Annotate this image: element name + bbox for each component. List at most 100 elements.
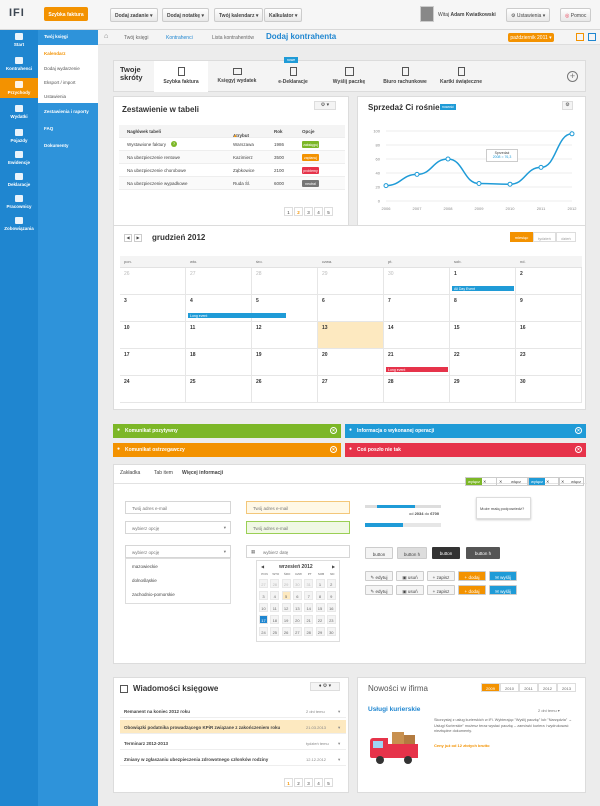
page-button[interactable]: 3: [304, 778, 313, 787]
app-logo[interactable]: IFI: [9, 7, 25, 19]
info-icon[interactable]: ?: [171, 141, 177, 147]
mini-cal-day[interactable]: 15: [315, 603, 325, 612]
close-icon[interactable]: ×: [330, 446, 337, 453]
usuń-button[interactable]: ▣ usuń: [396, 571, 424, 581]
mini-cal-day[interactable]: 25: [270, 627, 280, 636]
mini-cal-day[interactable]: 6: [292, 591, 302, 600]
zapisz-button[interactable]: + zapisz: [427, 585, 455, 595]
select-open[interactable]: wybierz opcję ▾: [125, 545, 231, 558]
edytuj-button[interactable]: ✎ edytuj: [365, 585, 393, 595]
mini-cal-day[interactable]: 4: [270, 591, 280, 600]
breadcrumb-item[interactable]: Lista kontrahentów: [212, 35, 254, 41]
data-point[interactable]: [414, 171, 420, 177]
mini-cal-day[interactable]: 30: [326, 627, 336, 636]
page-button[interactable]: 1: [284, 778, 293, 787]
column-header[interactable]: Rok: [274, 129, 283, 134]
select-field[interactable]: wybierz opcję ▾: [125, 521, 231, 534]
mini-cal-day[interactable]: 8: [315, 591, 325, 600]
settings-button[interactable]: ⚙ Ustawienia ▾: [506, 8, 551, 22]
calendar-day[interactable]: 17: [120, 349, 186, 376]
subsidebar-header[interactable]: Twój księgi: [44, 34, 68, 39]
gear-icon[interactable]: ⚙: [320, 102, 326, 108]
calendar-day[interactable]: 25: [186, 376, 252, 403]
mini-cal-next[interactable]: ▶: [332, 564, 336, 569]
news-item-title[interactable]: Terminarz 2012-2013: [124, 740, 168, 746]
chevron-down-icon[interactable]: ▾: [338, 708, 341, 714]
period-selector[interactable]: październik 2011 ▾: [508, 33, 554, 42]
sidebar-item-employees[interactable]: Pracownicy: [0, 192, 38, 212]
mini-cal-day[interactable]: 18: [270, 615, 280, 624]
calendar-day[interactable]: 1: [450, 268, 516, 295]
avatar[interactable]: [420, 6, 434, 22]
table-row[interactable]: Na ubezpieczenie wypadkowe Ruda Śl. 6000 ne…: [119, 177, 345, 190]
status-badge[interactable]: problemy: [302, 167, 319, 174]
mini-cal-day[interactable]: 9: [326, 591, 336, 600]
mini-cal-day[interactable]: 13: [292, 603, 302, 612]
chevron-down-icon[interactable]: ▾: [326, 102, 330, 108]
sidebar-item-vehicles[interactable]: Pojazdy: [0, 126, 38, 146]
gear-icon[interactable]: ⚙: [565, 102, 570, 108]
sidebar-item-expenses[interactable]: Wydatki: [0, 102, 38, 122]
mini-cal-day[interactable]: 23: [326, 615, 336, 624]
primary-button[interactable]: button: [365, 547, 393, 559]
mini-cal-day[interactable]: 28: [304, 627, 314, 636]
submenu-export-import[interactable]: Eksport / import: [44, 80, 76, 85]
column-header[interactable]: Nagłówek tabeli: [127, 129, 162, 134]
pin-icon[interactable]: ♦: [318, 683, 322, 689]
mini-cal-day[interactable]: 29: [281, 579, 291, 588]
mini-cal-day[interactable]: 5: [281, 591, 291, 600]
calendar-day[interactable]: 14: [384, 322, 450, 349]
calendar-day[interactable]: 21: [384, 349, 450, 376]
calendar-day[interactable]: 30: [516, 376, 582, 403]
tab-item[interactable]: Zakładka: [120, 470, 141, 476]
breadcrumb-item[interactable]: Kontrahenci: [166, 35, 193, 41]
view-tab-day[interactable]: dzień: [556, 232, 576, 242]
mini-cal-day[interactable]: 10: [259, 603, 268, 612]
panel-gear[interactable]: ⚙: [562, 101, 573, 110]
toggle-switch[interactable]: wyłącz ✕: [528, 477, 560, 486]
subsidebar-documents[interactable]: Dokumenty: [44, 143, 69, 148]
mini-cal-day[interactable]: 27: [259, 579, 268, 588]
mini-cal-day[interactable]: 1: [315, 579, 325, 588]
shortcut-christmas-cards[interactable]: Kartki świąteczne: [434, 61, 488, 92]
table-row[interactable]: Na ubezpieczenie rentowe Kazimierz 3500 zap…: [119, 151, 345, 164]
calendar-day[interactable]: 26: [120, 268, 186, 295]
news-item[interactable]: Remanent na koniec 2012 roku 2 dni temu ▾: [120, 704, 346, 718]
mini-cal-day[interactable]: 17: [259, 615, 268, 624]
dark-button[interactable]: button: [432, 547, 460, 559]
calendar-day[interactable]: 22: [450, 349, 516, 376]
zapisz-button[interactable]: + zapisz: [427, 571, 455, 581]
panel-tools[interactable]: ⚙ ▾: [314, 101, 336, 110]
chevron-down-icon[interactable]: ▾: [338, 756, 341, 762]
data-point[interactable]: [383, 183, 389, 189]
news-headline[interactable]: Usługi kurierskie: [368, 706, 421, 713]
year-tab[interactable]: 2013: [557, 683, 576, 692]
calendar-day[interactable]: 23: [516, 349, 582, 376]
calendar-day[interactable]: 8: [450, 295, 516, 322]
calendar-day[interactable]: 2: [516, 268, 582, 295]
calendar-next-button[interactable]: ▶: [134, 234, 142, 242]
shortcut-quick-invoice[interactable]: Szybka faktura: [154, 61, 208, 92]
view-tab-week[interactable]: tydzień: [533, 232, 556, 242]
status-badge[interactable]: zaksięguj: [302, 141, 319, 148]
calendar-day[interactable]: 16: [516, 322, 582, 349]
calendar-day[interactable]: 28: [384, 376, 450, 403]
mini-cal-prev[interactable]: ◀: [261, 564, 265, 569]
news-item[interactable]: Zmiany w zgłaszaniu ubezpieczenia zdrowo…: [120, 752, 346, 766]
subsidebar-reports[interactable]: Zestawienia i raporty: [44, 109, 89, 114]
mini-cal-day[interactable]: 31: [304, 579, 314, 588]
shortcut-e-declarations[interactable]: e-Deklaracje: [266, 61, 320, 92]
close-icon[interactable]: ×: [575, 427, 582, 434]
page-button[interactable]: 1: [284, 207, 293, 216]
calendar-day[interactable]: 30: [384, 268, 450, 295]
year-tab[interactable]: 2012: [538, 683, 557, 692]
primary-button-hover[interactable]: button h: [397, 547, 427, 559]
toggle-switch[interactable]: ✕ włącz: [496, 477, 528, 486]
calendar-day[interactable]: 4: [186, 295, 252, 322]
calendar-day[interactable]: 29: [450, 376, 516, 403]
dodaj-button[interactable]: + dodaj: [458, 585, 486, 595]
mini-cal-day[interactable]: 24: [259, 627, 268, 636]
toggle-switch[interactable]: ✕ włącz: [558, 477, 584, 486]
calendar-day[interactable]: 15: [450, 322, 516, 349]
mini-cal-day[interactable]: 27: [292, 627, 302, 636]
